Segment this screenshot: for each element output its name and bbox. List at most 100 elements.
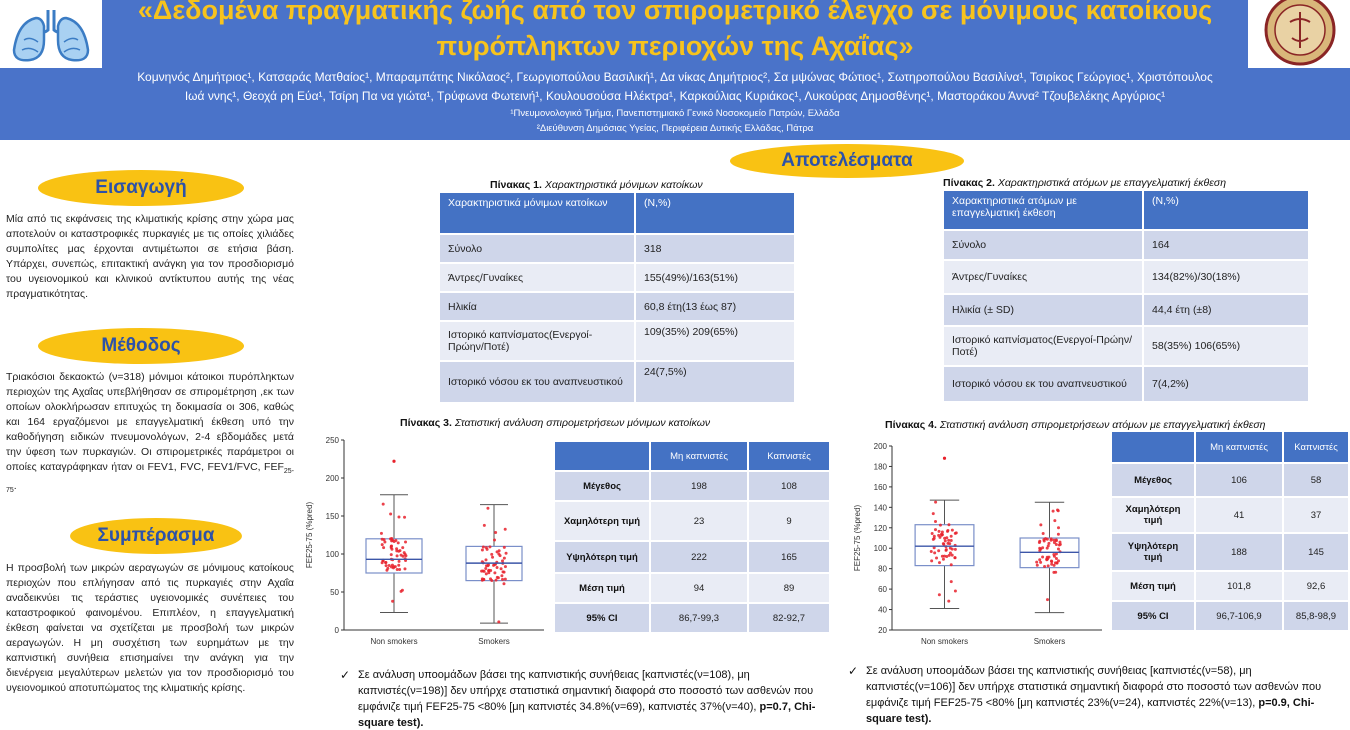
results-heading: Αποτελέσματα [730, 144, 964, 178]
data-point [1056, 526, 1060, 530]
table3-caption: Πίνακας 3. Στατιστική ανάλυση σπιρομετρή… [400, 417, 710, 429]
table3-cell: Υψηλότερη τιμή [553, 540, 651, 574]
data-point [1056, 532, 1060, 536]
table3: Μη καπνιστές Καπνιστές Μέγεθος 198 108 Χαμ… [553, 440, 831, 634]
data-point [395, 567, 399, 571]
data-point [495, 575, 499, 579]
table1-cell: Ιστορικό καπνίσματος(Ενεργοί-Πρώην/Ποτέ) [438, 320, 636, 362]
data-point [944, 548, 948, 552]
table-row: Άντρες/Γυναίκες 155(49%)/163(51%) [438, 262, 796, 293]
data-point [380, 543, 384, 547]
data-point [1035, 560, 1039, 564]
data-point [403, 552, 407, 556]
data-point [953, 547, 957, 551]
table1-caption: Πίνακας 1. Χαρακτηριστικά μόνιμων κατοίκ… [490, 179, 703, 191]
y-axis-label: FEF25-75 (%pred) [305, 502, 314, 569]
data-point [1039, 560, 1043, 564]
table3-cell: 95% CI [553, 602, 651, 634]
data-point [391, 566, 395, 570]
title-line-2: πυρόπληκτων περιοχών της Αχαΐας» [436, 31, 914, 61]
data-point [390, 563, 394, 567]
table1-cell: Σύνολο [438, 233, 636, 264]
data-point [1042, 538, 1046, 542]
authors-line-1: Κομνηνός Δημήτριος¹, Κατσαράς Ματθαίος¹,… [137, 70, 1213, 84]
checkmark-icon: ✓ [848, 664, 859, 678]
data-point [937, 593, 941, 597]
boxplot-occupational: 20 40 60 80 100 120 140 160 180 200 FEF25-75 (%pre… [853, 442, 1102, 646]
data-point [938, 523, 942, 527]
table4-cell: Χαμηλότερη τιμή [1110, 496, 1196, 534]
data-point [1054, 543, 1058, 547]
data-point [1054, 556, 1058, 560]
data-point [1045, 558, 1049, 562]
data-point [1052, 538, 1056, 542]
data-point [500, 559, 504, 563]
table2-header-0: Χαρακτηριστικά ατόμων με επαγγελματική έ… [942, 189, 1144, 231]
data-point [380, 537, 384, 541]
table2-cell: Ηλικία (± SD) [942, 293, 1144, 327]
data-point [389, 553, 393, 557]
data-point [497, 552, 501, 556]
data-point [387, 564, 391, 568]
lungs-icon [12, 10, 90, 62]
y-tick-label: 160 [874, 483, 888, 492]
table4-header-0 [1110, 430, 1196, 464]
outlier-point [392, 459, 396, 463]
y-tick-label: 180 [874, 462, 888, 471]
data-point [398, 567, 402, 571]
table-row: Υψηλότερη τιμή 222 165 [553, 540, 831, 574]
data-point [486, 506, 490, 510]
data-point [486, 564, 490, 568]
data-point [949, 539, 953, 543]
table2-cell: Ιστορικό νόσου εκ του αναπνευστικού [942, 365, 1144, 403]
data-point [384, 561, 388, 565]
table2-caption-label: Πίνακας 2. [943, 177, 995, 189]
intro-text: Μία από τις εκφάνσεις της κλιματικής κρί… [6, 213, 294, 300]
table3-caption-label: Πίνακας 3. [400, 417, 452, 429]
poster-title: «Δεδομένα πραγματικής ζωής από τον σπιρο… [110, 0, 1240, 64]
table1-header-0: Χαρακτηριστικά μόνιμων κατοίκων [438, 191, 636, 235]
data-point [489, 577, 493, 581]
data-point [398, 549, 402, 553]
table4-cell: 58 [1282, 462, 1350, 498]
data-point [503, 527, 507, 531]
table4-cell: Υψηλότερη τιμή [1110, 532, 1196, 572]
data-point [504, 551, 508, 555]
table-row: 95% CI 96,7-106,9 85,8-98,9 [1110, 600, 1350, 632]
table2-cell: Άντρες/Γυναίκες [942, 259, 1144, 295]
table3-cell: 86,7-99,3 [649, 602, 749, 634]
table3-cell: 89 [747, 572, 831, 604]
lungs-logo [0, 0, 102, 68]
data-point [950, 528, 954, 532]
data-point [481, 569, 485, 573]
table-row: Ιστορικό καπνίσματος(Ενεργοί-Πρώην/Ποτέ)… [438, 320, 796, 362]
data-point [399, 589, 403, 593]
table3-cell: 165 [747, 540, 831, 574]
data-point [1046, 544, 1050, 548]
table-row: Σύνολο 318 [438, 233, 796, 264]
table3-cell: Μέγεθος [553, 470, 651, 502]
data-point [947, 599, 951, 603]
data-point [1049, 537, 1053, 541]
table1-cell: 318 [634, 233, 796, 264]
table-row: Ιστορικό καπνίσματος(Ενεργοί-Πρώην/Ποτέ)… [942, 325, 1310, 367]
y-tick-label: 100 [326, 550, 340, 559]
table3-header-1: Μη καπνιστές [649, 440, 749, 472]
y-tick-label: 100 [874, 544, 888, 553]
data-point [1047, 541, 1051, 545]
data-point [954, 531, 958, 535]
data-point [492, 563, 496, 567]
table-row: Μέση τιμή 94 89 [553, 572, 831, 604]
data-point [1041, 555, 1045, 559]
data-point [934, 500, 938, 504]
table-row: Μέγεθος 106 58 [1110, 462, 1350, 498]
data-point [931, 537, 935, 541]
table-row: Ηλικία 60,8 έτη(13 έως 87) [438, 291, 796, 322]
data-point [396, 541, 400, 545]
data-point [1056, 508, 1060, 512]
table2-header-1: (Ν,%) [1142, 189, 1310, 231]
data-point [493, 571, 497, 575]
data-point [403, 567, 407, 571]
data-point [382, 546, 386, 550]
data-point [404, 540, 408, 544]
